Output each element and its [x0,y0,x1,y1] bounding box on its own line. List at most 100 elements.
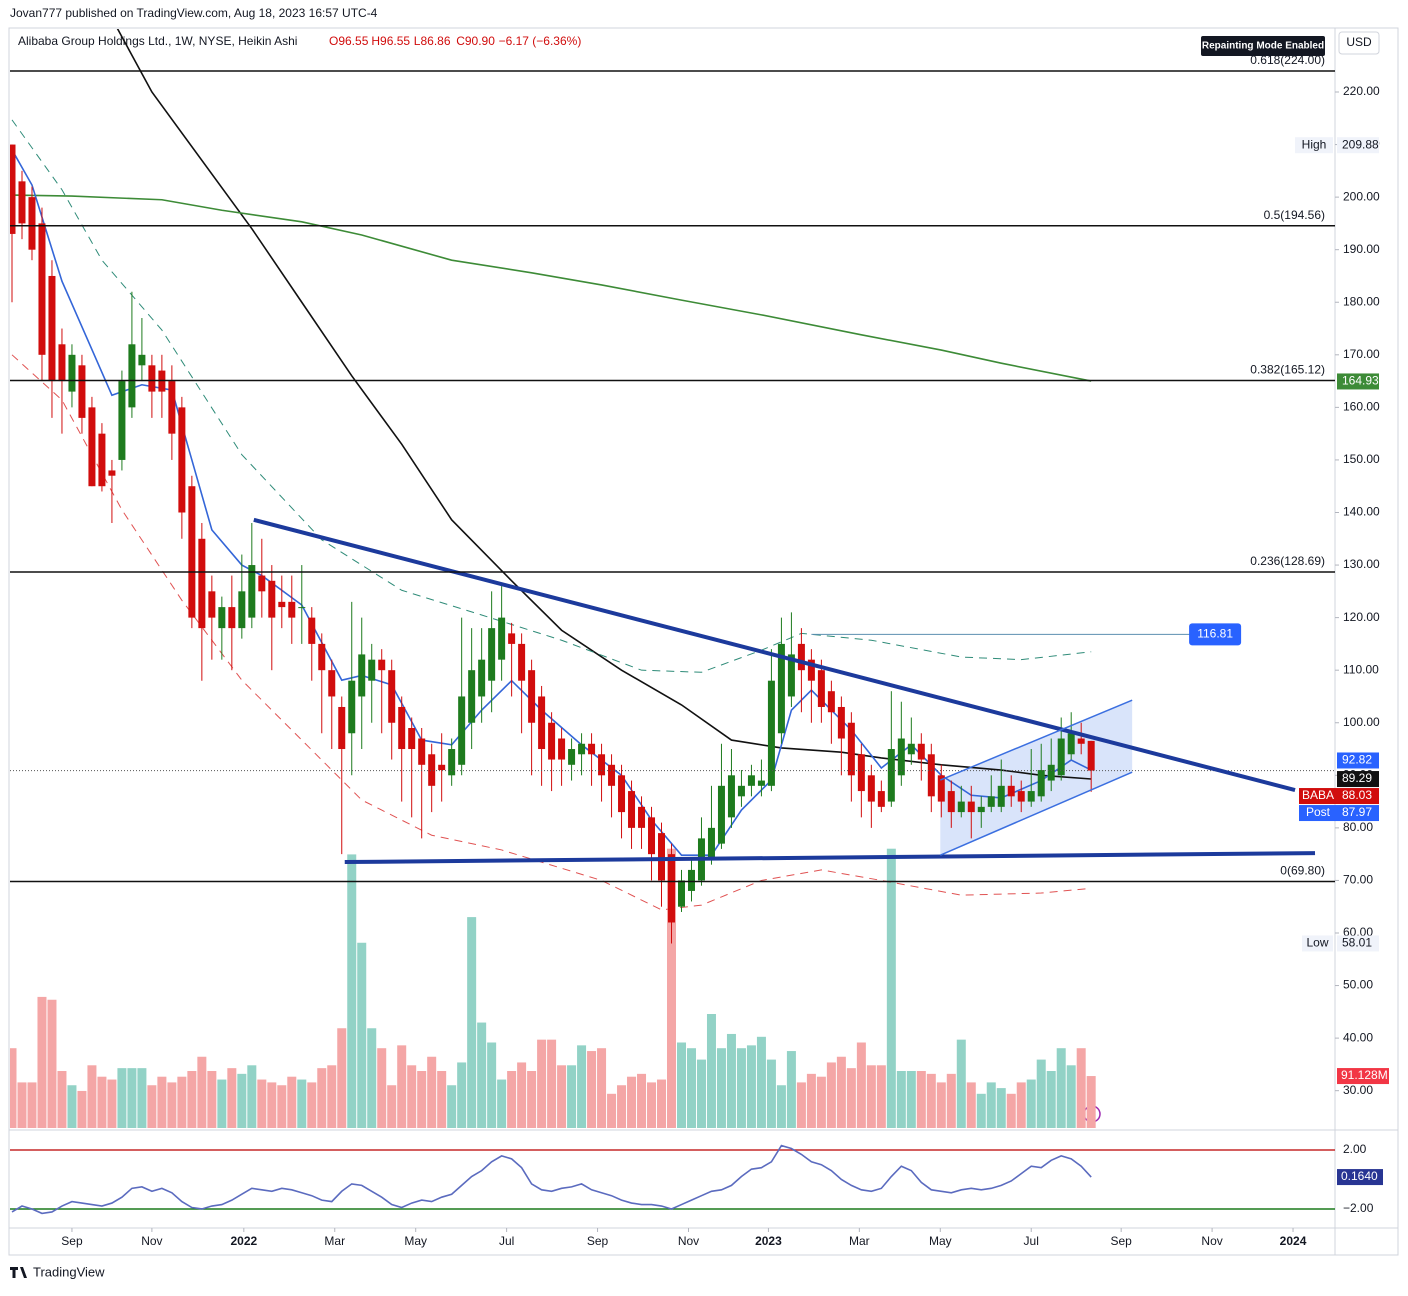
candle-body [937,775,945,802]
axis-tag-name-bg [1295,137,1333,154]
candle-body [887,749,895,802]
axis-tag-name-bg [1299,805,1337,822]
volume-bar [856,1042,866,1128]
candle-body [58,344,66,382]
y-tick-label: 150.00 [1343,452,1380,466]
volume-bar [97,1076,107,1128]
axis-tag-name: Post [1306,805,1331,819]
indicator-line [11,354,1092,911]
volume-bar [716,1048,726,1128]
volume-bar [766,1059,776,1128]
axis-tag: 92.82 [1342,753,1372,767]
volume-bar [537,1039,547,1128]
candle-body [1007,785,1015,797]
volume-bar [487,1042,497,1128]
candle-body [228,607,236,629]
volume-bar [796,1082,806,1128]
candle-body [707,827,715,860]
candle-body [677,880,685,907]
volume-bar [926,1073,936,1128]
volume-bar [956,1039,966,1128]
candle-body [817,670,825,707]
candle-body [238,591,246,629]
volume-bar [497,1079,507,1128]
x-tick-label: Sep [61,1234,83,1248]
volume-bar [137,1068,147,1128]
candle-body [148,365,156,392]
volume-bar [307,1082,317,1128]
osc-tick-label: 2.00 [1343,1142,1367,1156]
volume-bar [357,942,367,1128]
axis-tag: 88.03 [1342,788,1372,802]
volume-bar [1006,1093,1016,1128]
y-tick-label: 40.00 [1343,1030,1373,1044]
osc-tag: 0.1640 [1341,1169,1378,1183]
x-tick-label: Sep [587,1234,609,1248]
volume-bar [207,1071,217,1128]
axis-tag: 209.88 [1342,137,1379,151]
volume-bar [527,1071,537,1128]
badge: Repainting Mode Enabled [1202,41,1324,52]
volume-bar [607,1093,617,1128]
volume-bar [437,1071,447,1128]
axis-tag-name: BABA [1302,788,1334,802]
indicator-line [11,194,1092,382]
volume-bar [886,848,896,1128]
candle-body [98,433,106,487]
candle-body [368,659,376,681]
candle-body [18,181,26,224]
fib-label: 0.5(194.56) [1264,208,1325,222]
volume-tag: 91.128M [1341,1068,1388,1082]
x-tick-label: 2024 [1280,1234,1307,1248]
candle-body [518,643,526,681]
ohlc-value: O96.55 [329,34,369,48]
axis-tag: 89.29 [1342,771,1372,785]
candle-body [767,680,775,786]
candle-body [498,617,506,660]
axis-tag-name: Low [1306,936,1328,950]
currency-box[interactable] [1338,31,1380,55]
candle-body [328,670,336,697]
volume-bar [247,1065,257,1128]
candle-body [68,354,76,392]
candle-body [578,743,586,755]
volume-bar [1056,1048,1066,1128]
volume-bar [507,1071,517,1128]
candle-body [248,565,256,618]
candle-body [807,659,815,681]
candle-body [1087,740,1095,771]
y-tick-label: 50.00 [1343,978,1373,992]
x-tick-label: May [929,1234,952,1248]
volume-bar [946,1073,956,1128]
candle-body [777,643,785,734]
volume-bar [647,1082,657,1128]
candle-body [28,197,36,250]
volume-bar [57,1071,67,1128]
volume-bar [786,1051,796,1128]
candle-body [997,785,1005,807]
brand: TradingView [33,1264,105,1279]
oscillator-line [11,1144,1092,1215]
currency[interactable]: USD [1346,35,1372,49]
volume-bar [896,1071,906,1128]
y-tick-label: 110.00 [1343,662,1379,676]
axis-tag-bg [1337,137,1379,154]
y-tick-label: 190.00 [1343,242,1380,256]
candle-body [668,854,676,923]
volume-bar [557,1065,567,1128]
ohlc-value: H96.55 [371,34,410,48]
volume-bar [547,1039,557,1128]
y-tick-label: 180.00 [1343,294,1380,308]
y-tick-label: 80.00 [1343,820,1373,834]
volume-bar [667,848,677,1128]
symbol-title: Alibaba Group Holdings Ltd., 1W, NYSE, H… [18,34,297,48]
volume-bar [686,1048,696,1128]
candle-body [608,764,616,786]
candle-body [118,381,126,460]
fib-label: 0.618(224.00) [1250,53,1325,67]
candle-body [308,617,316,644]
candle-body [757,780,765,786]
osc-tick-label: −2.00 [1343,1201,1374,1215]
volume-bar [756,1036,766,1128]
candle-body [747,775,755,786]
